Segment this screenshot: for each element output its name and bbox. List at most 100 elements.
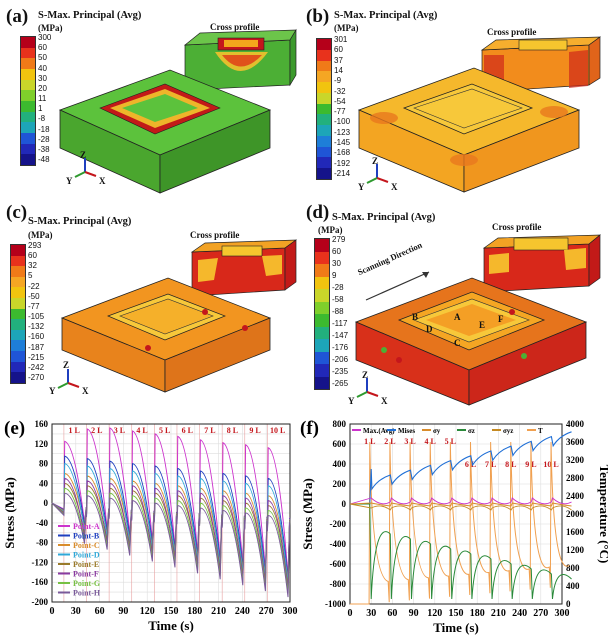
y-tick-label: -120	[32, 557, 49, 567]
colorbar-tick-label: -168	[334, 148, 351, 158]
colorbar-swatch	[317, 168, 331, 179]
y-tick-label: 800	[333, 419, 347, 429]
chart-f-svg: (f)-1000-800-600-400-2000200400600800040…	[300, 418, 608, 635]
legend-label: Point-H	[73, 589, 101, 598]
y2-tick-label: 1600	[566, 527, 585, 537]
panel-a: (a) S-Max. Principal (Avg) (MPa) 300 60 50…	[0, 0, 300, 205]
colorbar-tick-label: -77	[334, 107, 346, 117]
colorbar-tick-label: 293	[28, 241, 42, 250]
colorbar-swatch	[11, 372, 25, 383]
legend-label: σz	[468, 427, 475, 435]
x-tick-label: 30	[366, 608, 376, 619]
colorbar-tick-label: 11	[38, 94, 47, 103]
legend-label: Point-A	[73, 522, 100, 531]
colorbar-tick-label: 279	[332, 235, 346, 244]
colorbar-tick-label: -176	[332, 343, 349, 352]
colorbar-swatch	[317, 92, 331, 104]
series-line-near-zero	[349, 502, 572, 507]
layer-label: 9 L	[249, 426, 260, 435]
y-axis-label: Stress (MPa)	[300, 478, 315, 550]
y-tick-label: 200	[333, 479, 347, 489]
axis-x-a: X	[99, 176, 106, 186]
legend-label: Point-B	[73, 532, 100, 541]
y-tick-label: 120	[35, 439, 49, 449]
colorbar-swatch	[21, 58, 35, 69]
colorbar-tick-label: -215	[28, 352, 45, 362]
colorbar-ticks-c: 293 60 32 5 -22 -50 -77 -105 -132 -160 -187 -215 -24…	[28, 242, 58, 382]
colorbar-ticks-a: 300 60 50 40 30 20 11 1 -8 -18 -28 -38 -48	[38, 34, 68, 164]
axis-z-a: Z	[80, 150, 87, 160]
colorbar-tick-label: 60	[28, 251, 37, 261]
layer-label: 5 L	[159, 426, 170, 435]
colorbar-tick-label: -123	[334, 127, 351, 137]
y-tick-label: -800	[330, 579, 347, 589]
triad-a	[74, 158, 97, 178]
colorbar-swatch	[11, 308, 25, 320]
colorbar-ticks-d: 279 60 30 9 -28 -58 -88 -117 -147 -176 -206 -235 -26…	[332, 236, 362, 388]
layer-label: 10 L	[270, 426, 285, 435]
x-axis-label: Time (s)	[148, 618, 194, 633]
colorbar-swatch	[315, 326, 329, 339]
colorbar-swatch	[11, 276, 25, 288]
colorbar-tick-label: -22	[28, 281, 40, 291]
panel-label-d: (d)	[306, 202, 330, 223]
colorbar-tick-label: -9	[334, 76, 342, 86]
x-tick-label: 270	[259, 606, 274, 617]
x-tick-label: 210	[491, 608, 506, 619]
y-tick-label: -400	[330, 539, 347, 549]
y-tick-label: 600	[333, 439, 347, 449]
axis-y-c: Y	[49, 386, 56, 396]
y-tick-label: 80	[39, 459, 49, 469]
colorbar-b	[316, 38, 332, 180]
model-b	[357, 36, 602, 193]
y-tick-label: -200	[330, 519, 347, 529]
colorbar-tick-label: 30	[332, 259, 341, 268]
colorbar-unit-d: (MPa)	[318, 225, 343, 235]
y-tick-label: -80	[36, 538, 48, 548]
y2-tick-label: 3600	[566, 437, 585, 447]
point-label-b: B	[412, 312, 419, 322]
colorbar-tick-label: -32	[334, 86, 346, 96]
layer-label: 3 L	[114, 426, 125, 435]
layer-label: 8 L	[227, 426, 238, 435]
colorbar-tick-label: -206	[332, 355, 349, 364]
chart-e-svg: (e) -200 -160 -120 -80 -40 0 40 80 120 160 0 30 60 90 1…	[2, 418, 298, 633]
colorbar-tick-label: 60	[332, 247, 341, 256]
layer-label: 4 L	[136, 426, 147, 435]
colorbar-swatch	[317, 39, 331, 50]
colorbar-swatch	[11, 298, 25, 309]
legend-label: Point-D	[73, 551, 100, 560]
colorbar-swatch	[11, 329, 25, 341]
point-label-c: C	[454, 338, 461, 348]
colorbar-swatch	[315, 314, 329, 327]
colorbar-swatch	[11, 266, 25, 277]
colorbar-tick-label: -50	[28, 291, 40, 301]
legend-label: T	[538, 427, 543, 435]
colorbar-tick-label: -28	[38, 134, 50, 144]
axis-x-d: X	[381, 396, 388, 406]
axis-y-b: Y	[358, 182, 365, 192]
colorbar-tick-label: -117	[332, 319, 348, 328]
chart-label: (f)	[300, 418, 319, 439]
x-tick-label: 240	[235, 606, 250, 617]
series-line-sigma-z	[350, 503, 572, 600]
y-tick-label: 160	[35, 419, 49, 429]
colorbar-swatch	[21, 143, 35, 155]
colorbar-tick-label: -8	[38, 114, 46, 124]
model-d	[354, 234, 602, 406]
colorbar-tick-label: -187	[28, 342, 45, 352]
y2-tick-label: 2800	[566, 473, 585, 483]
colorbar-tick-label: 1	[38, 104, 43, 114]
colorbar-swatch	[315, 351, 329, 364]
colorbar-tick-label: 37	[334, 55, 343, 65]
colorbar-swatch	[11, 351, 25, 362]
chart-f: (f) -1000 -800 -600 -400 -200 0 200 400 600 800 0 40…	[300, 412, 608, 644]
panel-d: (d) S-Max. Principal (Avg) (MPa) 279 60 30…	[304, 200, 608, 410]
x-tick-label: 240	[512, 608, 527, 619]
panel-b: (b) S-Max. Principal (Avg) (MPa) 301 60 37…	[304, 0, 608, 205]
series-line-point-f	[51, 477, 291, 592]
y-tick-label: -1000	[325, 599, 346, 609]
layer-label: 2 L	[384, 437, 395, 446]
colorbar-swatch	[21, 79, 35, 91]
colorbar-unit-b: (MPa)	[334, 23, 359, 33]
